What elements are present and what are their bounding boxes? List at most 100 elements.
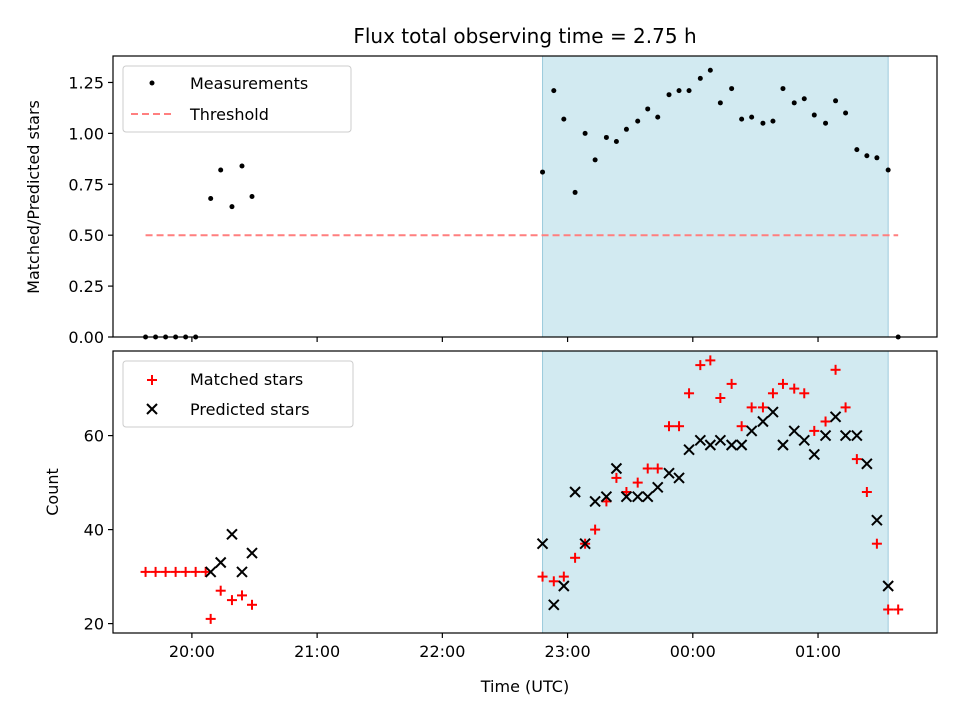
matched-stars-point: [150, 566, 161, 577]
bottom-series: [140, 355, 904, 624]
measurement-point: [655, 114, 661, 120]
measurement-point: [707, 67, 713, 73]
matched-stars-point: [726, 378, 737, 389]
predicted-stars-point: [882, 580, 894, 592]
predicted-stars-point: [861, 458, 873, 470]
matched-stars-point: [767, 388, 778, 399]
measurement-point: [874, 155, 880, 161]
y-tick-label: 1.00: [68, 124, 104, 143]
legend-measurements-label: Measurements: [190, 74, 308, 93]
predicted-stars-point: [757, 415, 769, 428]
matched-stars-point: [226, 595, 237, 606]
matched-stars-point: [777, 378, 788, 389]
top-shaded-region: [542, 55, 889, 338]
predicted-stars-point: [663, 467, 675, 479]
matched-stars-point: [652, 463, 663, 474]
matched-stars-point: [684, 388, 695, 399]
measurement-point: [592, 157, 598, 163]
matched-stars-point: [674, 421, 685, 432]
bottom-ticks: 20:00 21:00 22:00 23:00 00:00 01:00 20 40 60: [84, 427, 841, 661]
matched-stars-point: [695, 360, 706, 371]
bottom-legend-box: [122, 360, 354, 428]
measurement-point: [218, 167, 224, 173]
matched-stars-point: [215, 585, 226, 596]
matched-stars-point: [664, 421, 675, 432]
predicted-stars-point: [694, 434, 707, 447]
matched-stars-point: [851, 454, 862, 465]
predicted-stars-point: [548, 599, 560, 611]
measurement-point: [697, 75, 703, 81]
measurement-point: [760, 120, 766, 126]
matched-stars-point: [558, 571, 569, 582]
matched-stars-point: [746, 402, 757, 413]
predicted-stars-point: [579, 537, 591, 550]
measurement-point: [561, 116, 567, 122]
measurement-point: [729, 86, 735, 92]
measurement-point: [645, 106, 651, 112]
matched-stars-point: [642, 463, 653, 474]
predicted-stars-point: [631, 490, 644, 503]
measurement-point: [676, 88, 682, 94]
measurement-point: [770, 118, 776, 124]
matched-stars-point: [757, 402, 768, 413]
y-tick-label: 1.25: [68, 73, 104, 92]
measurement-point: [623, 126, 629, 132]
legend-matched-marker: [147, 375, 157, 385]
matched-stars-point: [247, 599, 258, 610]
measurement-point: [823, 120, 829, 126]
matched-stars-point: [871, 538, 882, 549]
matched-stars-point: [205, 613, 216, 624]
top-legend: Measurements Threshold: [122, 65, 352, 133]
y-tick-label: 20: [84, 615, 104, 634]
measurement-point: [854, 147, 860, 153]
measurement-point: [864, 153, 870, 159]
matched-stars-point: [548, 576, 559, 587]
measurement-point: [635, 118, 641, 124]
matched-stars-point: [705, 355, 716, 366]
predicted-stars-point: [236, 566, 248, 578]
top-ticks: 0.00 0.25 0.50 0.75 1.00 1.25: [68, 73, 819, 347]
matched-stars-point: [830, 364, 841, 375]
matched-stars-point: [180, 566, 191, 577]
measurement-point: [885, 167, 891, 173]
matched-stars-point: [590, 524, 601, 535]
predicted-stars-point: [851, 429, 863, 442]
predicted-stars-point: [226, 528, 238, 541]
measurement-point: [239, 163, 245, 169]
matched-stars-point: [236, 590, 247, 601]
measurement-point: [749, 114, 755, 120]
x-tick-label: 23:00: [545, 642, 591, 661]
matched-stars-point: [140, 566, 151, 577]
measurement-point: [686, 88, 692, 94]
predicted-stars-point: [600, 490, 613, 503]
measurement-point: [717, 100, 723, 106]
measurement-point: [208, 196, 214, 202]
measurement-point: [582, 130, 588, 136]
matched-stars-point: [799, 388, 810, 399]
matched-stars-point: [893, 604, 904, 615]
y-tick-label: 0.75: [68, 175, 104, 194]
predicted-stars-point: [839, 429, 852, 442]
x-axis-label: Time (UTC): [480, 677, 569, 696]
predicted-stars-point: [610, 462, 623, 475]
chart-title: Flux total observing time = 2.75 h: [353, 24, 696, 48]
measurement-point: [540, 169, 546, 175]
predicted-stars-point: [735, 439, 748, 451]
measurement-point: [739, 116, 745, 122]
predicted-stars-point: [536, 537, 549, 550]
x-tick-label: 01:00: [795, 642, 841, 661]
legend-predicted-label: Predicted stars: [190, 400, 310, 419]
predicted-stars-point: [745, 425, 758, 437]
bottom-y-axis-label: Count: [43, 468, 62, 516]
y-tick-label: 0.00: [68, 328, 104, 347]
measurement-point: [603, 134, 609, 140]
legend-predicted-marker: [146, 403, 158, 415]
top-legend-box: [122, 65, 352, 133]
matched-stars-point: [570, 552, 581, 563]
measurement-point: [572, 189, 578, 195]
predicted-stars-point: [569, 486, 581, 498]
predicted-stars-point: [871, 514, 883, 526]
matched-stars-point: [537, 571, 548, 582]
matched-stars-point: [820, 416, 831, 427]
